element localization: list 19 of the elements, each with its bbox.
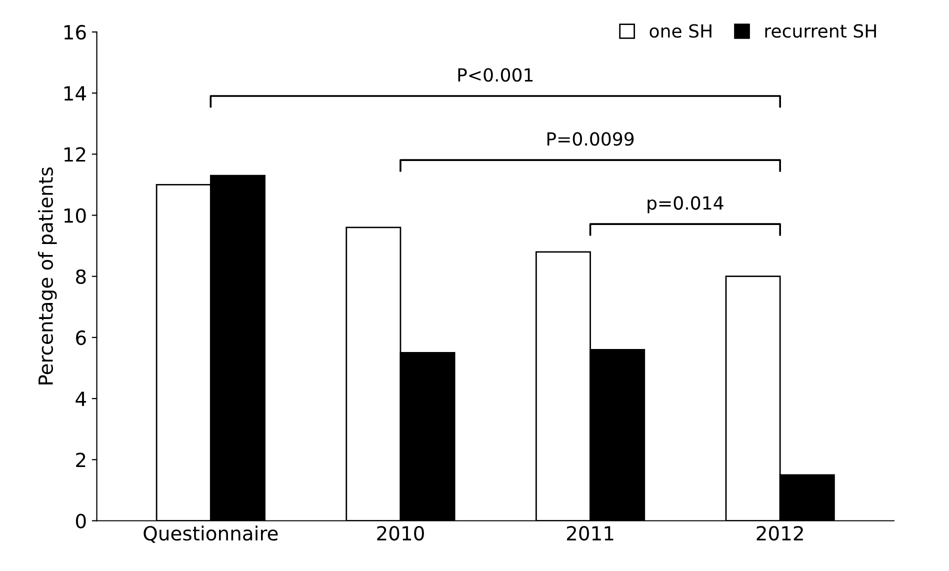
y-tick-label: 6 — [76, 330, 86, 346]
x-tick-label: Questionnaire — [144, 526, 278, 543]
annotation: p=0.014 — [648, 196, 724, 214]
y-tick-label: 4 — [76, 392, 86, 406]
x-tick-label: 2010 — [377, 526, 424, 541]
y-tick-label: 16 — [64, 24, 86, 40]
y-tick-label: 12 — [64, 147, 86, 162]
y-tick-label: 14 — [64, 86, 86, 100]
y-tick-label: 2 — [76, 452, 86, 468]
y-tick-label: 8 — [76, 269, 86, 284]
legend-label: one SH — [650, 24, 712, 38]
x-tick-label: 2011 — [566, 526, 614, 541]
annotation: P<0.001 — [458, 68, 533, 82]
legend-label: recurrent SH — [765, 24, 876, 38]
y-axis-title: Percentage of patients — [38, 167, 57, 384]
y-tick-label: 10 — [64, 208, 86, 223]
x-tick-label: 2012 — [756, 526, 803, 541]
annotation: P=0.0099 — [547, 132, 634, 146]
y-tick-label: 0 — [76, 514, 86, 528]
